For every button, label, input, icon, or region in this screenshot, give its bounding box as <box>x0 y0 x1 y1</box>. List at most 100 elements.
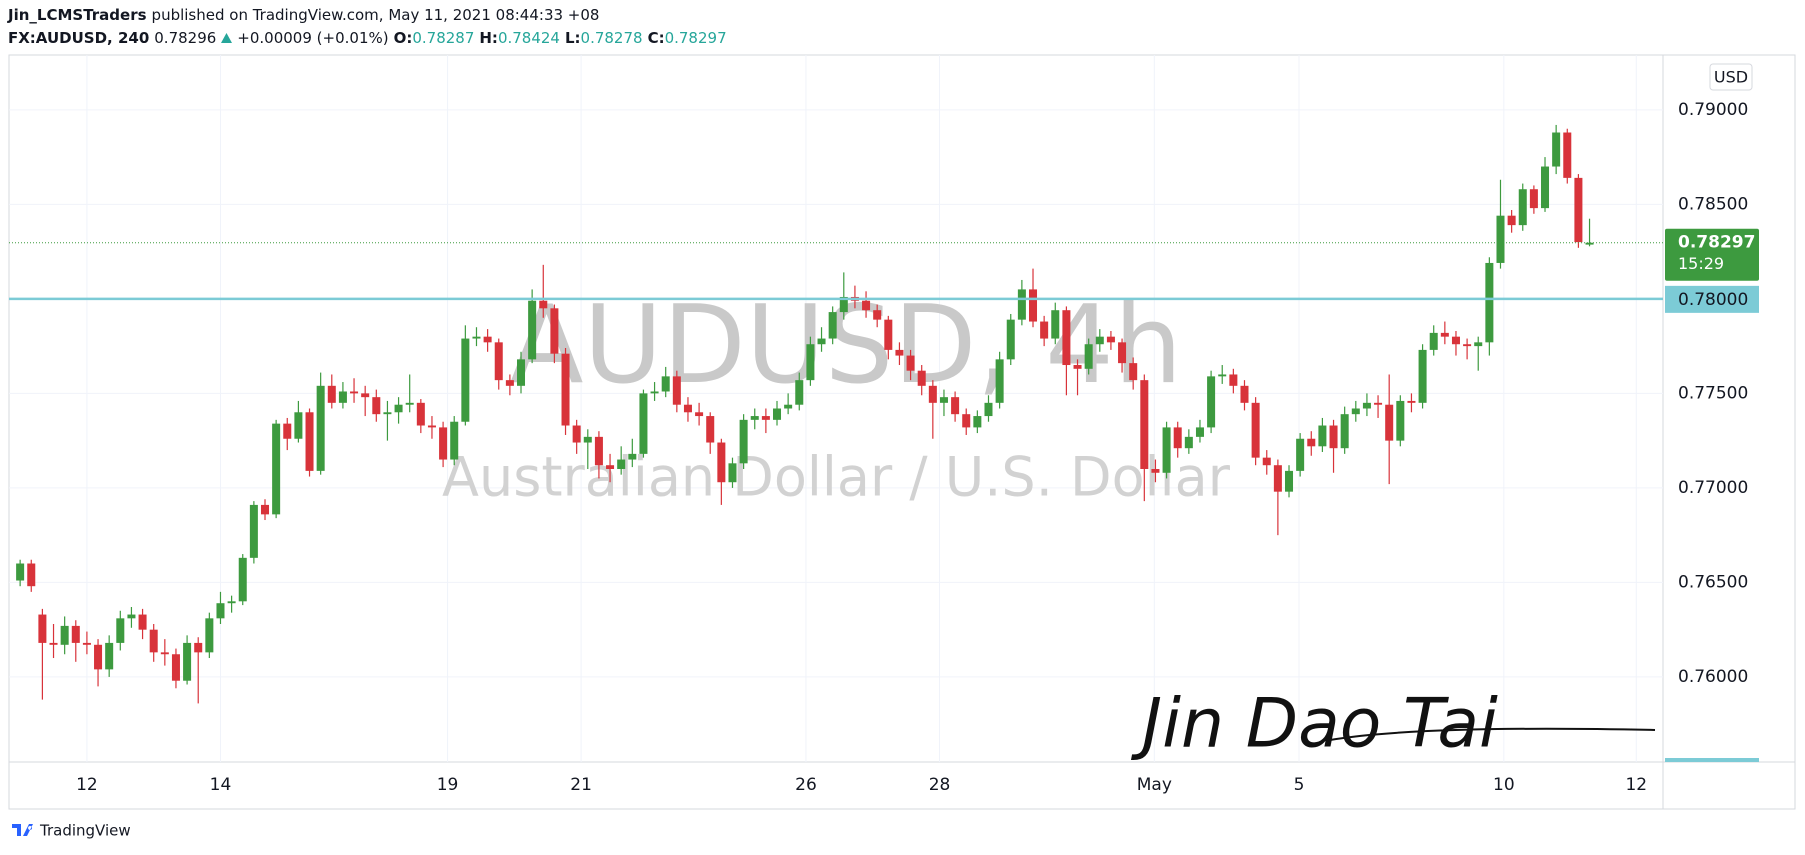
y-tick-label: 0.76500 <box>1678 572 1748 592</box>
candle-body <box>1051 310 1060 339</box>
x-tick-label: 12 <box>76 775 98 795</box>
candle-body <box>706 416 715 443</box>
candle-body <box>350 391 359 394</box>
candle-body <box>906 355 915 371</box>
candle-body <box>1184 436 1193 449</box>
candle-body <box>60 625 69 645</box>
candle-body <box>183 642 192 681</box>
ohlc-value: 0.78278 <box>580 29 643 47</box>
candle-body <box>873 310 882 320</box>
header-line-1: Jin_LCMSTraders published on TradingView… <box>8 6 599 24</box>
candle-body <box>1351 408 1360 415</box>
candle-body <box>1273 465 1282 492</box>
candle-body <box>1140 380 1149 469</box>
candle-body <box>216 603 225 619</box>
brand: TradingView <box>39 822 131 840</box>
candle-body <box>71 625 80 643</box>
candle-body <box>1451 336 1460 345</box>
candle-body <box>338 391 347 403</box>
candle-body <box>1574 177 1583 243</box>
candle-body <box>472 336 481 339</box>
candle-body <box>372 397 381 415</box>
candle-body <box>383 412 392 415</box>
candle-body <box>171 654 180 681</box>
candle-body <box>739 419 748 464</box>
candle-body <box>1151 468 1160 473</box>
candle-body <box>427 425 436 428</box>
candle-body <box>1173 427 1182 449</box>
candle-body <box>528 300 537 360</box>
candle-body <box>806 344 815 381</box>
candle-body <box>1585 242 1594 245</box>
x-tick-label: 19 <box>437 775 459 795</box>
candle-body <box>917 370 926 386</box>
candle-body <box>316 385 325 471</box>
price-label-box <box>1665 228 1759 281</box>
candle-body <box>361 393 370 398</box>
candle-body <box>94 644 103 670</box>
candle-body <box>1374 402 1383 405</box>
candle-body <box>138 614 147 630</box>
candle-body <box>962 414 971 428</box>
candle-body <box>1507 215 1516 226</box>
currency-box <box>1709 63 1753 91</box>
candle-body <box>795 380 804 405</box>
candle-body <box>750 416 759 420</box>
candle-body <box>1518 189 1527 226</box>
candle-body <box>238 557 247 602</box>
candle-body <box>661 376 670 392</box>
candle-body <box>1207 376 1216 428</box>
candle-body <box>1329 425 1338 449</box>
candles <box>16 124 1594 704</box>
candle-body <box>260 504 270 515</box>
candle-body <box>1162 427 1171 473</box>
candle-body <box>194 642 203 653</box>
candle-body <box>594 436 603 466</box>
candle-body <box>1485 262 1494 343</box>
x-tick-label: 14 <box>210 775 232 795</box>
candle-body <box>761 416 770 420</box>
candle-body <box>784 404 793 409</box>
candle-body <box>49 642 58 645</box>
price-label: 0.78297 <box>1678 233 1755 253</box>
candle-body <box>1396 400 1405 441</box>
candle-body <box>1240 385 1249 403</box>
candle-body <box>1262 457 1271 466</box>
candle-body <box>1218 374 1227 377</box>
candle-body <box>895 349 904 356</box>
candle-body <box>1385 404 1394 441</box>
candle-body <box>149 629 158 653</box>
candle-body <box>628 453 637 460</box>
candle-body <box>1552 132 1561 167</box>
candle-body <box>984 402 993 417</box>
ohlc-value: 0.78287 <box>412 29 475 47</box>
currency: USD <box>1714 68 1748 87</box>
candle-body <box>1340 414 1349 449</box>
ohlc-label: O: <box>393 29 413 47</box>
candle-body <box>1474 342 1483 347</box>
candle-body <box>1463 344 1472 347</box>
candle-body <box>695 412 704 417</box>
candle-body <box>483 336 492 343</box>
candle-body <box>405 402 414 405</box>
candle-body <box>1362 402 1371 409</box>
ohlc-value: 0.78424 <box>497 29 560 47</box>
candle-body <box>505 380 514 386</box>
x-tick-label: 12 <box>1625 775 1647 795</box>
header-line-2: FX:AUDUSD, 240 0.78296 +0.00009 (+0.01%)… <box>8 29 727 47</box>
candle-body <box>606 465 615 469</box>
candle-body <box>583 436 592 443</box>
footer: TradingView <box>12 822 131 840</box>
y-tick-label: 0.78500 <box>1678 194 1748 214</box>
candle-body <box>1195 427 1204 437</box>
candle-body <box>572 425 581 443</box>
candle-body <box>160 652 169 655</box>
candle-body <box>82 642 91 645</box>
candle-body <box>1418 349 1427 403</box>
candle-body <box>862 300 871 311</box>
candle-body <box>516 359 526 386</box>
candle-body <box>939 397 948 403</box>
candle-body <box>494 342 503 381</box>
candle-body <box>561 353 570 426</box>
level-label-box <box>1665 285 1759 313</box>
